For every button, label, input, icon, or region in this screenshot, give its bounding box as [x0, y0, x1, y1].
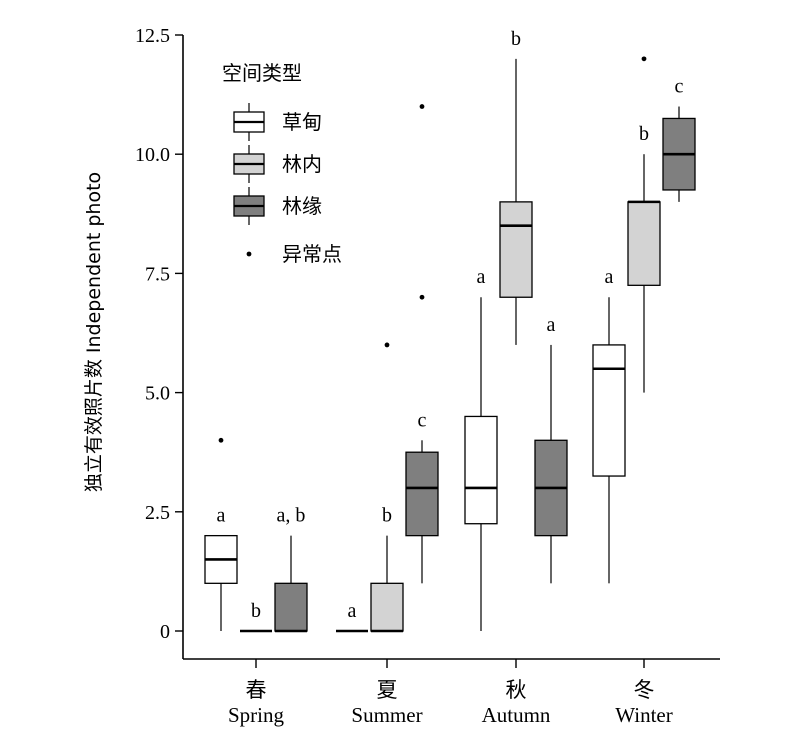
significance-letter: a: [217, 505, 226, 527]
y-axis-label: 独立有效照片数 Independent photo: [83, 172, 105, 492]
series-3: a, b c a c: [274, 76, 696, 633]
significance-letter: a: [605, 266, 614, 288]
box: b: [499, 28, 533, 345]
legend-label: 林缘: [282, 194, 322, 218]
outlier-point: [419, 104, 425, 109]
box: a: [336, 600, 368, 633]
series-1: a a a a: [204, 266, 626, 633]
box-body: [592, 344, 626, 477]
legend-item: 草甸: [233, 103, 322, 141]
significance-letter: b: [251, 600, 261, 622]
box: b: [627, 56, 661, 393]
box: a: [204, 437, 238, 631]
y-axis-ticks: 0 2.5 5.0 7.5 10.0 12.5: [135, 25, 183, 643]
series-2: b b b b: [240, 28, 661, 633]
box-body: [464, 415, 498, 525]
y-tick-label: 2.5: [145, 502, 170, 524]
y-tick-label: 5.0: [145, 383, 170, 405]
significance-letter: c: [418, 409, 427, 431]
box-series: a a a a b b b b a, b c a c: [204, 28, 696, 633]
box: a: [464, 266, 498, 631]
axes: [182, 35, 720, 660]
box: b: [370, 342, 404, 633]
box: c: [405, 104, 439, 584]
box-body: [627, 201, 661, 286]
y-tick-label: 10.0: [135, 144, 170, 166]
legend-item-outlier: 异常点: [246, 242, 342, 266]
x-tick-label-zh: 夏: [377, 678, 398, 702]
y-tick-label: 12.5: [135, 25, 170, 47]
x-tick-label-en: Spring: [228, 703, 285, 727]
outlier-point: [218, 437, 224, 443]
significance-letter: a: [547, 314, 556, 336]
box: a, b: [274, 505, 308, 633]
significance-letter: a, b: [277, 505, 306, 527]
outlier-point: [419, 294, 425, 300]
legend-item: 林内: [233, 145, 322, 183]
significance-letter: a: [477, 266, 486, 288]
y-axis-label-group: 独立有效照片数 Independent photo: [83, 172, 105, 492]
significance-letter: b: [639, 123, 649, 145]
box: a: [534, 314, 568, 584]
significance-letter: a: [348, 600, 357, 622]
x-tick-label-en: Autumn: [482, 703, 551, 727]
box-body: [274, 582, 308, 632]
legend-label: 草甸: [282, 110, 322, 134]
y-tick-label: 7.5: [145, 263, 170, 285]
significance-letter: b: [382, 505, 392, 527]
legend-label: 林内: [282, 152, 322, 176]
legend-outlier-symbol: [246, 251, 252, 257]
y-tick-label: 0: [160, 621, 170, 643]
legend-title: 空间类型: [222, 61, 302, 85]
x-tick-label-zh: 冬: [634, 678, 655, 702]
box-body: [370, 582, 404, 632]
legend-outlier-label: 异常点: [282, 242, 342, 266]
x-tick-label-zh: 秋: [506, 678, 527, 702]
box: b: [240, 600, 272, 633]
outlier-point: [641, 56, 647, 62]
box-body: [405, 451, 439, 537]
x-tick-label-zh: 春: [246, 678, 267, 702]
box-body: [499, 201, 533, 298]
significance-letter: b: [511, 28, 521, 50]
outlier-point: [384, 342, 390, 348]
legend-item: 林缘: [233, 187, 322, 225]
box: a: [592, 266, 626, 584]
x-tick-label-en: Winter: [615, 703, 672, 727]
x-tick-label-en: Summer: [351, 703, 422, 727]
box: c: [662, 76, 696, 202]
significance-letter: c: [675, 76, 684, 98]
